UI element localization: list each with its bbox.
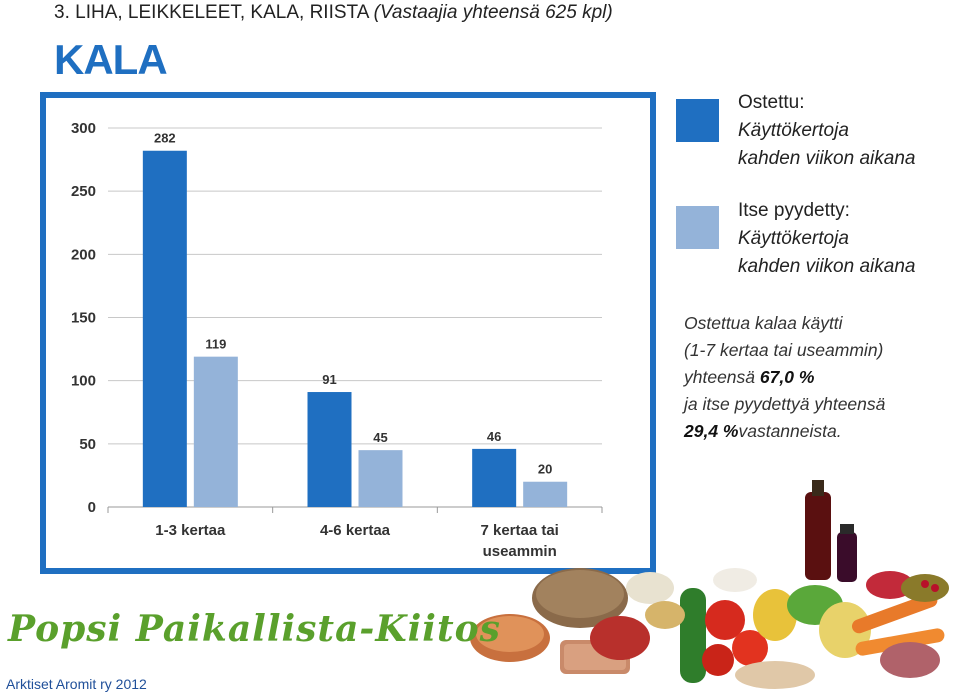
note-line5-suffix: vastanneista. (738, 421, 842, 441)
legend-itse-pyydetty-line2: Käyttökertoja (738, 228, 849, 249)
note-line3-prefix: yhteensä (684, 367, 756, 387)
note-line5: 29,4 %vastanneista. (684, 418, 885, 445)
chart-frame: 0 50 100 150 200 250 300 282 119 1-3 kertaa 91 45 4-… (40, 92, 656, 574)
summary-note: Ostettua kalaa käytti (1-7 kertaa tai us… (684, 310, 885, 445)
y-tick-label: 300 (71, 120, 96, 137)
note-itse-pyydetty-percent: 29,4 % (684, 421, 739, 441)
data-label: 20 (538, 462, 552, 477)
y-tick-label: 0 (88, 499, 96, 516)
legend-ostettu-line3: kahden viikon aikana (738, 148, 916, 169)
note-ostettu-percent: 67,0 % (759, 367, 815, 387)
section-title: 3. LIHA, LEIKKELEET, KALA, RIISTA (54, 2, 369, 23)
bar (472, 448, 517, 507)
bar (358, 450, 403, 507)
section-heading: 3. LIHA, LEIKKELEET, KALA, RIISTA (Vasta… (54, 2, 613, 24)
legend-swatch-ostettu (676, 99, 719, 142)
data-label: 91 (322, 372, 336, 387)
y-tick-label: 100 (71, 373, 96, 390)
legend-ostettu: Ostettu: Käyttökertoja kahden viikon aik… (738, 89, 915, 173)
legend-itse-pyydetty-label: Itse pyydetty: (738, 200, 850, 221)
x-tick-label: 1-3 kertaa (155, 522, 226, 539)
legend-swatch-itse-pyydetty (676, 206, 719, 249)
legend-itse-pyydetty: Itse pyydetty: Käyttökertoja kahden viik… (738, 197, 915, 281)
food-illustration (470, 480, 949, 689)
legend-ostettu-label: Ostettu: (738, 92, 805, 113)
data-label: 282 (154, 131, 176, 146)
bar (142, 150, 187, 508)
footer-credit: Arktiset Aromit ry 2012 (6, 676, 147, 692)
data-label: 46 (487, 429, 501, 444)
category-title: KALA (54, 36, 168, 83)
data-label: 45 (373, 430, 387, 445)
popsi-paikallista-logo: Popsi Paikallista-Kiitos (8, 608, 501, 650)
bar (193, 356, 238, 507)
x-tick-label: 4-6 kertaa (320, 522, 391, 539)
y-tick-label: 150 (71, 310, 96, 327)
data-label: 119 (205, 337, 226, 352)
bar (307, 392, 352, 507)
note-line4: ja itse pyydettyä yhteensä (684, 394, 886, 414)
x-tick-label: useammin (483, 543, 557, 560)
bar (523, 481, 568, 507)
note-line1: Ostettua kalaa käytti (684, 313, 843, 333)
note-line3: yhteensä 67,0 % (684, 364, 885, 391)
y-tick-label: 250 (71, 183, 96, 200)
x-tick-label: 7 kertaa tai (480, 522, 558, 539)
bar-chart: 0 50 100 150 200 250 300 282 119 1-3 kertaa 91 45 4-… (71, 120, 603, 560)
legend-ostettu-line2: Käyttökertoja (738, 120, 849, 141)
y-tick-label: 50 (79, 436, 96, 453)
respondents-count: (Vastaajia yhteensä 625 kpl) (373, 2, 613, 23)
y-tick-label: 200 (71, 246, 96, 263)
note-line2: (1-7 kertaa tai useammin) (684, 340, 884, 360)
legend-itse-pyydetty-line3: kahden viikon aikana (738, 256, 916, 277)
